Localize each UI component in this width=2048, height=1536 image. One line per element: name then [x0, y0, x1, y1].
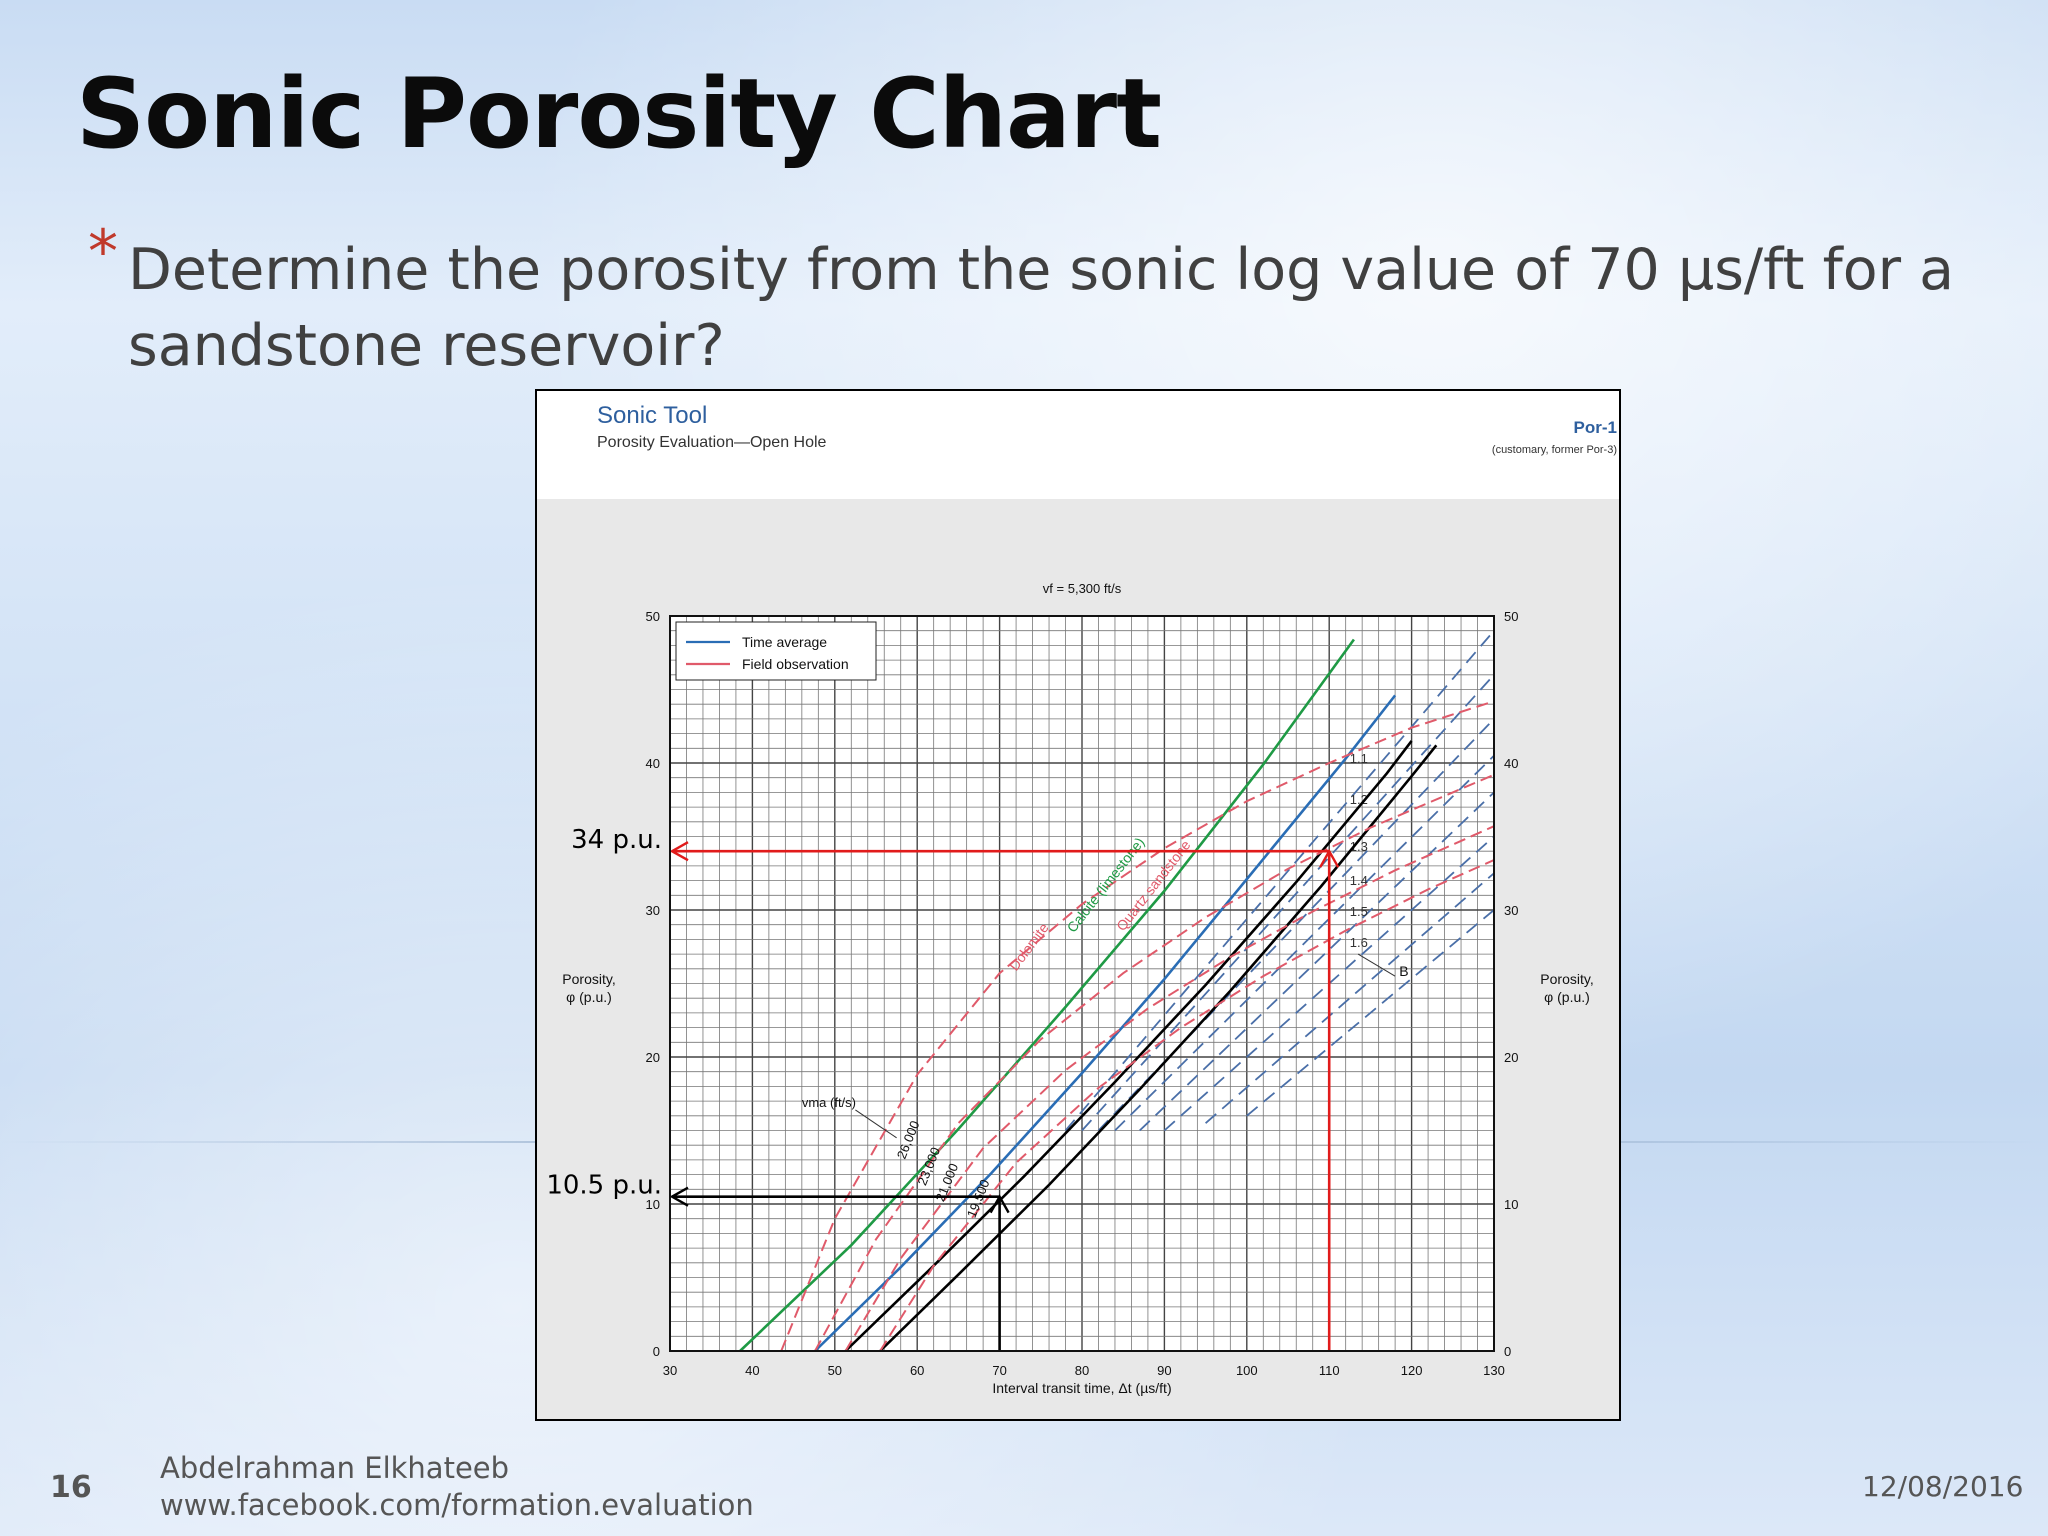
bcp-symbol-leader	[1357, 953, 1396, 977]
legend-entry-label: Field observation	[742, 656, 849, 672]
y-tick-label-left: 20	[646, 1050, 660, 1065]
bullet-star-icon: *	[88, 217, 118, 287]
annotation-label: 10.5 p.u.	[546, 1171, 662, 1201]
slide-number: 16	[50, 1470, 92, 1505]
bullet-text: Determine the porosity from the sonic lo…	[128, 237, 1955, 379]
y-axis-label-right-line2: φ (p.u.)	[1544, 989, 1590, 1005]
plot-border	[669, 615, 1495, 1352]
time-average-line	[879, 744, 1438, 1352]
x-tick-label: 120	[1401, 1363, 1423, 1378]
chart-annotations: 34 p.u. 10.5 p.u.	[546, 825, 1340, 1351]
y-tick-label-right: 50	[1504, 609, 1518, 624]
time-average-line	[844, 740, 1413, 1352]
annotation-label: 34 p.u.	[571, 825, 662, 855]
y-axis-label-left-line1: Porosity,	[562, 971, 615, 987]
y-tick-label-right: 10	[1504, 1197, 1518, 1212]
y-tick-label-right: 30	[1504, 903, 1518, 918]
x-tick-label: 130	[1483, 1363, 1505, 1378]
bullet-point: * Determine the porosity from the sonic …	[88, 217, 1990, 384]
matrix-velocity-leader	[855, 1109, 897, 1139]
y-tick-label-left: 40	[646, 756, 660, 771]
chart-header-subtitle: Porosity Evaluation—Open Hole	[597, 434, 827, 451]
y-tick-label-right: 0	[1504, 1344, 1511, 1359]
slide-title: Sonic Porosity Chart	[76, 58, 1162, 170]
bcp-value-label: 1.1	[1350, 751, 1368, 766]
x-tick-label: 80	[1075, 1363, 1089, 1378]
annotation-arrow-up	[1319, 848, 1340, 868]
chart-frame: Sonic Tool Porosity Evaluation—Open Hole…	[535, 389, 1621, 1421]
legend-entry-label: Time average	[742, 634, 827, 650]
y-tick-label-left: 50	[646, 609, 660, 624]
field-observation-line	[814, 773, 1495, 1352]
bcp-value-label: 1.6	[1350, 935, 1368, 950]
chart-series	[739, 638, 1495, 1352]
x-axis-label: Interval transit time, Δt (µs/ft)	[992, 1380, 1171, 1396]
field-observation-line	[780, 700, 1495, 1352]
bcp-dashed-line	[1081, 674, 1495, 1132]
y-axis-label-right-line1: Porosity,	[1540, 971, 1593, 987]
bcp-symbol-label: B	[1399, 963, 1408, 979]
y-tick-label-right: 20	[1504, 1050, 1518, 1065]
field-observation-line	[844, 825, 1495, 1352]
x-tick-label: 70	[992, 1363, 1006, 1378]
bcp-dashed-line	[1246, 909, 1495, 1117]
x-tick-label: 90	[1157, 1363, 1171, 1378]
x-tick-label: 30	[663, 1363, 677, 1378]
sonic-porosity-chart: Sonic Tool Porosity Evaluation—Open Hole…	[537, 391, 1619, 1396]
legend-box	[675, 621, 877, 681]
chart-header-code: Por-1	[1574, 418, 1617, 437]
annotation-arrow-left	[669, 841, 689, 862]
x-tick-label: 40	[745, 1363, 759, 1378]
time-average-line	[814, 694, 1397, 1352]
bcp-value-label: 1.5	[1350, 904, 1368, 919]
x-tick-label: 100	[1236, 1363, 1258, 1378]
chart-header-code-note: (customary, former Por-3)	[1492, 444, 1617, 456]
y-tick-label-right: 40	[1504, 756, 1518, 771]
field-observation-line	[879, 859, 1495, 1352]
x-tick-label: 110	[1319, 1363, 1340, 1378]
x-tick-label: 50	[828, 1363, 842, 1378]
bcp-value-label: 1.4	[1350, 873, 1368, 888]
chart-legend: Time average Field observation	[675, 621, 877, 681]
matrix-velocity-label: vma (ft/s)	[802, 1095, 856, 1110]
chart-header-title: Sonic Tool	[597, 402, 707, 429]
bcp-dashed-line	[1139, 791, 1495, 1132]
y-tick-label-left: 30	[646, 903, 660, 918]
bcp-dashed-lines: 1.11.21.31.41.51.6B	[1064, 630, 1495, 1132]
y-tick-label-left: 0	[653, 1344, 660, 1359]
chart-ticks: 30 40 50 60 70 80 90 100 110 120 130 0 0 10 10 20 20 30 30…	[646, 609, 1519, 1378]
fluid-velocity-label: vf = 5,300 ft/s	[1043, 581, 1122, 596]
bcp-dashed-line	[1205, 872, 1495, 1124]
footer-date: 12/08/2016	[1862, 1470, 2024, 1503]
x-tick-label: 60	[910, 1363, 924, 1378]
footer-url[interactable]: www.facebook.com/formation.evaluation	[160, 1488, 754, 1522]
annotation-arrow-up	[989, 1194, 1010, 1214]
annotation-arrow-left	[669, 1186, 689, 1207]
time-average-line	[739, 638, 1355, 1352]
footer-author: Abdelrahman Elkhateeb	[160, 1451, 510, 1485]
bcp-value-label: 1.3	[1350, 839, 1368, 854]
chart-header-band	[537, 391, 1619, 499]
y-axis-label-left-line2: φ (p.u.)	[566, 989, 612, 1005]
bcp-dashed-line	[1114, 755, 1495, 1132]
y-tick-label-left: 10	[646, 1197, 660, 1212]
footer-author-block: Abdelrahman Elkhateeb www.facebook.com/f…	[160, 1450, 754, 1524]
